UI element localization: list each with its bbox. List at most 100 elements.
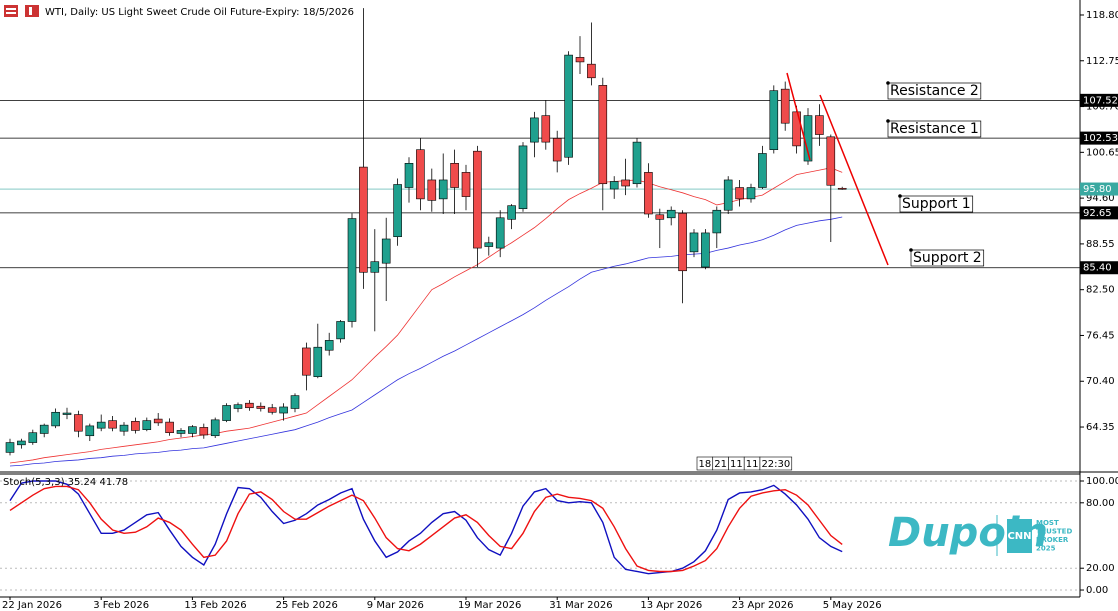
candle-body [632,141,642,185]
candle-body [723,179,733,211]
level-box [1080,93,1118,107]
level-label: 95.80 [1083,184,1112,195]
candle-body [165,421,174,434]
badge-caption: 2025 [1036,545,1056,553]
candle-body [678,212,687,272]
badge-box [1007,519,1032,553]
x-tick-label: 13 Apr 2026 [640,600,702,611]
candle-body [62,412,72,415]
candle-body [780,88,790,124]
annotation: Support 1 [902,196,971,212]
candle-body [324,340,334,351]
candle-body [39,424,49,434]
candle-body [5,442,15,453]
annotation: Support 2 [913,250,982,266]
candle-body [644,172,653,215]
labels: 22 Jan 2026 3 Feb 2026 13 Feb 2026 25 Feb 2… [2,81,1118,611]
y-tick-label: 80.00 [1086,498,1115,509]
candle-body [609,181,619,190]
level-label: 92.65 [1083,208,1112,219]
candle-body [507,205,516,220]
candle-body [51,411,60,427]
title-icons [4,5,39,17]
candle-body [792,111,801,147]
candle-body [17,440,26,446]
y-tick-label: 106.70 [1086,102,1118,113]
annotation-anchor [886,119,890,123]
candles [5,8,847,456]
badge-caption: TRUSTED [1036,528,1072,536]
candle-body [256,405,266,409]
candle-body [302,347,311,376]
countdown: 22:30 [761,459,790,470]
annotation-anchor [909,248,913,252]
candle-body [222,405,231,421]
countdown: 11 [746,459,759,470]
trend-line [819,94,889,266]
badge-caption: MOST [1036,519,1059,527]
candle-body [119,424,129,432]
candle-body [393,184,402,238]
candle-body [85,425,95,437]
y-tick-label: 94.60 [1086,193,1115,204]
candle-body [381,238,391,264]
stoch-line [9,485,843,573]
candle-body [74,414,83,432]
candle-body [153,418,163,424]
annotation-box [887,82,982,100]
y-tick-label: 100.00 [1086,476,1118,487]
candle-body [575,57,585,63]
y-tick-label: 88.55 [1086,239,1115,250]
candle-body [416,149,425,200]
candle-body [176,430,186,434]
candle-body [461,172,471,197]
candle-body [28,432,38,443]
candle-body [233,404,243,409]
icon [29,7,32,15]
watermark: Dupoin CNN [888,510,1048,556]
candle-body [96,421,106,429]
level-label: 102.53 [1083,133,1118,144]
candle-body [530,117,539,143]
candle-body [142,420,152,430]
candle-body [815,115,824,135]
annotation-box [887,120,982,138]
candle-body [370,261,380,273]
x-tick-label: 22 Jan 2026 [2,600,62,611]
x-tick-label: 19 Mar 2026 [458,600,521,611]
x-tick-label: 23 Apr 2026 [732,600,794,611]
countdown: 21 [714,459,727,470]
candle-body [655,214,665,220]
countdown: 18 [699,459,712,470]
level-box [1080,261,1118,275]
y-tick-label: 64.35 [1086,422,1115,433]
candle-body [245,402,254,409]
annotation-anchor [898,194,902,198]
candle-body [495,217,505,249]
candle-body [564,54,573,158]
stoch-line [9,480,843,575]
y-tick-label: 112.75 [1086,56,1118,67]
candle-body [621,179,630,187]
trend-lines [786,72,889,266]
y-tick-label: 82.50 [1086,285,1115,296]
y-tick-label: 0.00 [1086,585,1108,596]
level-label: 107.52 [1083,95,1118,106]
y-tick-label: 20.00 [1086,563,1115,574]
candle-body [267,407,277,413]
candle-body [290,395,300,409]
candle-body [735,187,744,200]
candle-body [131,421,140,431]
candle-body [313,346,323,378]
candle-body [279,406,288,414]
y-tick-label: 100.65 [1086,147,1118,158]
countdown-box [759,456,793,471]
candle-body [347,218,357,322]
level-box [1080,131,1118,145]
candle-body [837,187,847,190]
levels: 118.80 112.75 106.70 100.65 94.60 88.55 82.50 7… [0,10,1118,596]
candle-body [587,63,596,79]
candle-body [404,163,414,188]
